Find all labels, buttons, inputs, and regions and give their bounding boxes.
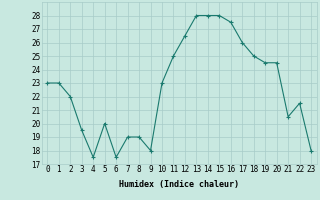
X-axis label: Humidex (Indice chaleur): Humidex (Indice chaleur) xyxy=(119,180,239,189)
